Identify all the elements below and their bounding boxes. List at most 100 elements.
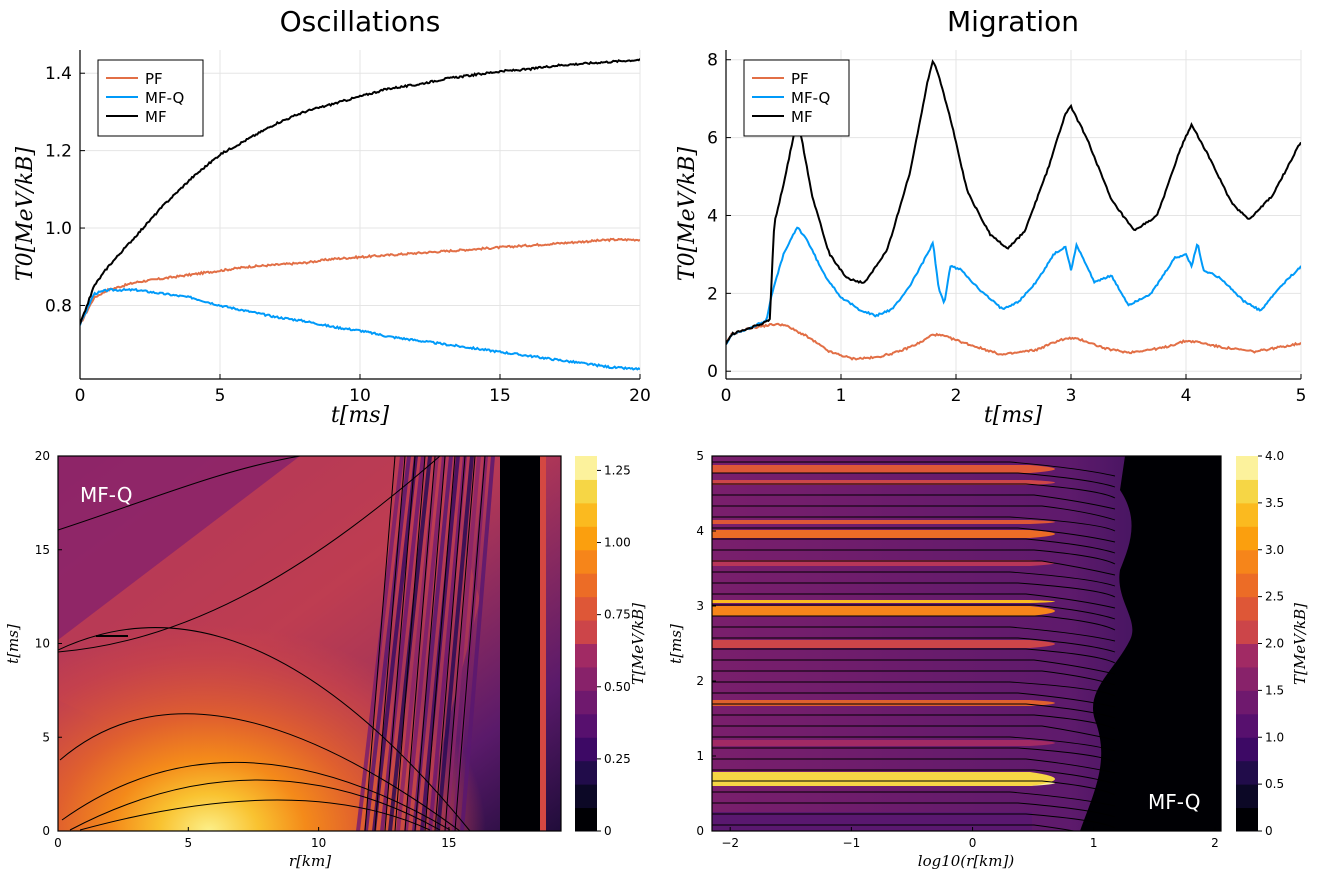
x-tick-label: 10: [311, 836, 326, 850]
series-line-pf: [80, 237, 640, 325]
colorbar-level: [1236, 666, 1258, 691]
colorbar-tick-label: 0.50: [604, 680, 631, 694]
colorbar-level: [575, 807, 597, 832]
contour-line: [394, 456, 426, 831]
contour-line: [712, 582, 1116, 598]
y-tick-label: 5: [696, 449, 704, 463]
contour-line: [712, 692, 1116, 708]
y-tick-label: 1: [696, 749, 704, 763]
contour-line: [712, 758, 1116, 774]
series-line-mf: [726, 59, 1301, 345]
colorbar-tick-label: 0.75: [604, 608, 631, 622]
y-tick-label: 6: [707, 129, 718, 149]
colorbar-level: [575, 713, 597, 738]
colorbar-level: [1236, 526, 1258, 551]
contour-line: [58, 456, 301, 531]
y-tick-label: 0: [42, 824, 50, 838]
x-tick-label: −2: [721, 836, 739, 850]
contour-line: [712, 659, 1116, 675]
colorbar-level: [575, 690, 597, 715]
y-tick-label: 0.8: [45, 296, 72, 316]
colorbar-level: [1236, 643, 1258, 668]
migration-series: [726, 59, 1301, 361]
colorbar-level: [1236, 784, 1258, 809]
contour-line: [374, 456, 406, 831]
colorbar-tick-label: 3.0: [1265, 543, 1284, 557]
colorbar-level: [1236, 737, 1258, 762]
contour-band: [712, 772, 1055, 786]
contour-line: [712, 560, 1116, 576]
series-line-mf-q: [726, 226, 1301, 345]
contour-line: [712, 461, 1116, 477]
contour-label: MF-Q: [80, 483, 132, 507]
y-tick-label: 20: [35, 449, 50, 463]
contour-x-label: log10(r[km]): [918, 852, 1015, 870]
contour-edge-stripe: [540, 456, 546, 831]
x-tick-label: 5: [184, 836, 192, 850]
contour-line: [712, 736, 1116, 752]
colorbar-level: [1236, 456, 1258, 480]
colorbar-tick-label: 2.5: [1265, 590, 1284, 604]
contour-colorbar: 0 0.5 1.0 1.5 2.0 2.5 3.0 3.5 4.0: [1236, 449, 1284, 838]
y-tick-label: 0: [696, 824, 704, 838]
contour-frame: [711, 455, 1222, 832]
colorbar-tick-label: 1.25: [604, 463, 631, 477]
contour-line: [364, 456, 396, 831]
colorbar-level: [1236, 760, 1258, 785]
legend-entry: MF-Q: [791, 89, 830, 107]
contour-colorbar-label: T[MeV/kB]: [629, 603, 647, 685]
colorbar-level: [1236, 690, 1258, 715]
colorbar-level: [575, 456, 597, 480]
x-tick-label: 4: [1181, 386, 1192, 406]
contour-line: [712, 604, 1116, 620]
x-tick-label: 20: [629, 386, 651, 406]
contour-stripe: [404, 456, 446, 831]
oscillations-chart: Oscillations 0 5 10 15 200.81.01.21.4 t[ms] …: [13, 5, 651, 428]
contour-line: [712, 538, 1116, 554]
migration-x-label: t[ms]: [984, 403, 1043, 428]
legend-entry: PF: [145, 70, 163, 88]
colorbar-level: [575, 737, 597, 762]
contour-band: [712, 812, 1032, 831]
contour-line: [454, 456, 486, 831]
contour-stripe: [396, 456, 439, 831]
contour-band: [712, 560, 1055, 566]
oscillations-series: [80, 58, 640, 371]
contour-line: [712, 516, 1116, 532]
contour-line: [712, 549, 1116, 565]
series-line-pf: [726, 322, 1301, 361]
oscillations-y-label: T0[MeV/kB]: [13, 146, 38, 281]
legend-entry: MF: [791, 108, 813, 126]
contour-ticks: 0 5 10 15 0 5 10 15 20: [35, 449, 457, 850]
contour-band: [712, 600, 1055, 603]
x-tick-label: 1: [836, 386, 847, 406]
colorbar-level: [575, 760, 597, 785]
legend-entry: PF: [791, 70, 809, 88]
colorbar-tick-label: 2.0: [1265, 637, 1284, 651]
contour-line: [414, 456, 446, 831]
y-tick-label: 5: [42, 730, 50, 744]
contour-line: [434, 456, 466, 831]
x-tick-label: 3: [1066, 386, 1077, 406]
series-line-mf: [80, 58, 640, 325]
contour-colorbar-label: T[MeV/kB]: [1291, 603, 1309, 685]
x-tick-label: 5: [215, 386, 226, 406]
contour-lines: [712, 461, 1116, 831]
oscillations-x-label: t[ms]: [331, 403, 390, 428]
colorbar-level: [1236, 620, 1258, 644]
contour-line: [712, 615, 1116, 631]
contour-line: [712, 769, 1116, 785]
y-tick-label: 4: [696, 524, 704, 538]
contour-line: [712, 483, 1116, 499]
colorbar-level: [575, 596, 597, 621]
colorbar-level: [575, 643, 597, 668]
contour-line: [712, 670, 1116, 686]
contour-line: [404, 456, 436, 831]
contour-line: [59, 713, 461, 831]
y-tick-label: 15: [35, 543, 50, 557]
contour-line: [712, 472, 1116, 488]
x-tick-label: 2: [1211, 836, 1219, 850]
oscillations-title: Oscillations: [280, 5, 441, 38]
